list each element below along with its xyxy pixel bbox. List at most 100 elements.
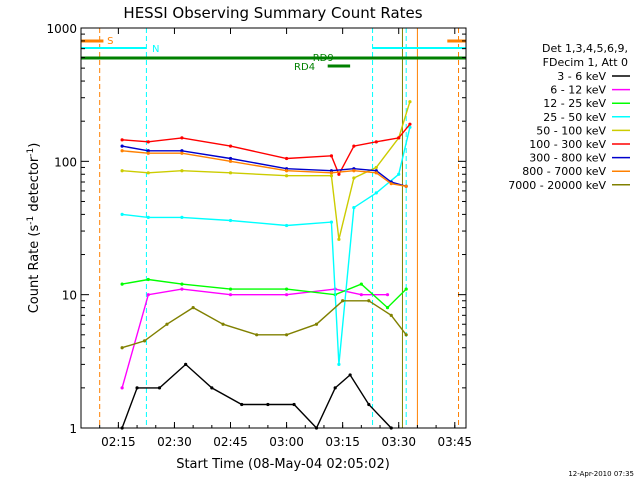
annotation-rd9: RD9 [313,53,334,64]
series-3-point-3 [228,218,233,223]
series-3-point-8 [374,191,378,195]
series-4-point-6 [337,237,341,241]
legend-label-5: 100 - 300 keV [529,138,606,151]
series-7-point-8 [389,182,393,186]
series-8-point-8 [341,299,345,303]
series-1-point-2 [180,287,184,291]
series-0-point-7 [292,402,296,407]
series-7-point-9 [404,184,408,188]
series-line-7 [122,150,407,187]
series-line-8 [121,300,407,349]
series-4-point-0 [120,169,124,173]
series-5-point-9 [397,136,401,140]
series-8-point-2 [165,322,169,326]
legend: Det 1,3,4,5,6,9, FDecim 1, Att 0 3 - 6 k… [508,42,630,192]
series-5-point-8 [374,140,378,144]
x-tick-label-5: 03:30 [381,435,416,449]
series-7-point-0 [120,149,124,153]
y-tick-label-1: 10 [62,289,77,303]
series-0-point-3 [184,362,188,366]
legend-label-3: 25 - 50 keV [543,111,606,124]
y-label-part-1: Count Rate (s [27,225,42,314]
series-8-point-10 [389,313,393,317]
series-6-point-0 [120,144,124,148]
series-3-point-4 [284,223,289,228]
series-1-point-0 [120,386,124,390]
legend-label-4: 50 - 100 keV [536,124,606,137]
series-2-point-2 [180,282,184,286]
series-8-point-3 [191,305,195,310]
series-6-point-3 [228,156,233,161]
series-5-point-7 [352,144,356,148]
series-4-point-4 [284,174,289,178]
annotation-s: S [107,36,113,47]
series-3-point-7 [352,205,356,210]
annotation-rd4: RD4 [294,62,315,73]
series-5-point-2 [180,136,184,140]
series-8-point-1 [142,339,147,343]
series-1-point-7 [385,293,390,297]
series-1-point-1 [146,293,150,297]
series-1-point-3 [228,293,233,297]
series-8-point-9 [367,299,371,303]
y-label-sup-2: -1 [26,148,36,157]
series-0-point-1 [135,386,139,390]
x-tick-label-1: 02:30 [157,435,192,449]
series-8-point-11 [404,333,408,337]
series-7-point-2 [180,151,184,155]
y-tick-label-0: 1 [69,422,77,436]
x-axis-label: Start Time (08-May-04 02:05:02) [176,457,390,472]
series-0-point-10 [348,373,352,377]
series-4-point-10 [408,100,412,104]
series-5-point-1 [146,140,150,144]
series-7-point-1 [146,151,150,155]
x-tick-label-6: 03:45 [437,435,472,449]
series-2-point-7 [385,305,390,310]
series-4-point-2 [180,169,184,173]
series-2-point-4 [284,287,289,291]
series-2-point-8 [404,287,408,291]
series-7-point-7 [374,171,378,175]
series-8-point-6 [284,333,289,337]
series-8-point-7 [314,322,319,326]
series-8-point-4 [221,322,225,326]
legend-label-7: 800 - 7000 keV [522,165,606,178]
series-5-point-10 [408,122,412,126]
x-tick-label-0: 02:15 [101,435,136,449]
series-8-point-0 [120,346,124,350]
series-2-point-3 [228,287,233,291]
series-4-point-3 [228,171,233,175]
series-3-point-1 [146,215,150,219]
series-3-point-5 [329,220,334,224]
legend-label-0: 3 - 6 keV [557,70,606,83]
y-label-part-2: detector [27,156,42,216]
y-axis-label: Count Rate (s-1 detector-1) [26,143,42,314]
series-0-point-6 [266,402,270,407]
legend-label-6: 300 - 800 keV [529,152,606,165]
series-4-point-7 [352,176,356,180]
series-5-point-6 [337,172,341,176]
series-0-point-11 [367,402,371,407]
series-0-point-4 [210,386,214,390]
plot-frame [80,27,467,429]
series-6-point-2 [180,149,184,153]
legend-header-2: FDecim 1, Att 0 [543,56,628,69]
y-label-part-3: ) [27,143,42,148]
series-1-point-4 [284,293,289,297]
annotation-n: N [152,44,159,55]
series-6-point-1 [146,149,150,153]
y-tick-label-3: 1000 [46,22,77,36]
series-7-point-3 [228,159,233,163]
series-1-point-6 [359,293,363,297]
y-label-sup-1: -1 [26,216,36,225]
series-5-point-5 [329,154,334,158]
series-0-point-5 [240,402,244,407]
series-3-point-2 [180,215,184,219]
series-0-point-2 [157,386,162,390]
series-8-point-5 [255,333,259,337]
series-2-point-0 [120,282,124,286]
series-4-point-1 [146,171,150,175]
